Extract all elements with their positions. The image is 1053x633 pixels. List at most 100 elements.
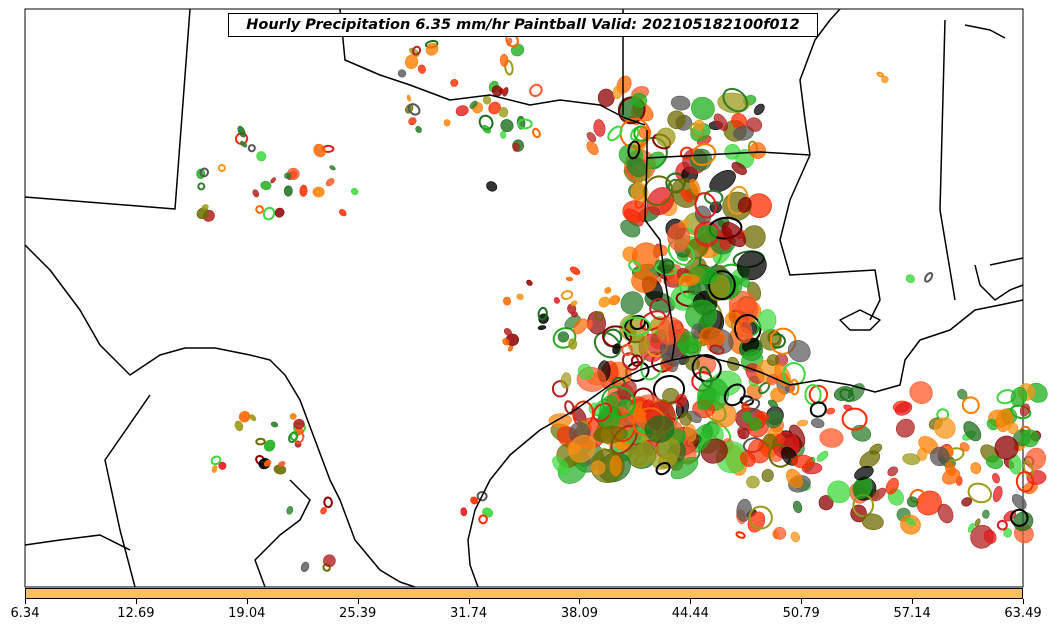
precip-cell	[406, 94, 411, 102]
precip-cell	[255, 205, 264, 214]
precip-cell	[502, 338, 510, 346]
precip-cell	[992, 485, 1003, 503]
precip-cell	[713, 113, 729, 131]
precip-cell	[557, 331, 570, 343]
precip-cell	[660, 259, 675, 272]
precip-cell	[260, 180, 272, 191]
precip-cell	[621, 343, 634, 357]
precip-cell	[397, 69, 407, 78]
precip-cell	[697, 224, 718, 243]
precip-cell	[570, 300, 578, 307]
precip-cell	[905, 517, 916, 526]
precip-cell	[240, 140, 248, 148]
colorbar-tick-label: 25.39	[339, 606, 377, 621]
precip-cell	[655, 461, 671, 476]
precip-cell	[930, 446, 950, 467]
precip-cell	[443, 119, 451, 127]
precip-cell	[1011, 494, 1027, 510]
precip-cell	[283, 185, 293, 197]
precip-cell	[796, 419, 809, 427]
precip-cell	[748, 505, 773, 530]
precip-cell	[199, 167, 210, 178]
precip-cell	[833, 386, 854, 401]
precip-cell	[670, 95, 691, 111]
precip-cell	[697, 387, 717, 411]
precip-cell	[628, 260, 641, 272]
precip-cell	[885, 477, 899, 495]
precip-cell	[748, 417, 762, 431]
precip-cell	[1019, 403, 1031, 417]
colorbar-tick-label: 31.74	[449, 606, 488, 621]
precip-cell	[217, 164, 226, 172]
precip-cell	[407, 103, 421, 116]
precip-cell	[763, 433, 778, 448]
precip-cell	[503, 328, 512, 336]
precip-cell	[740, 451, 756, 467]
precip-cell	[560, 290, 574, 300]
precip-cell	[630, 354, 643, 367]
precip-cell	[933, 417, 956, 439]
precip-cell	[537, 306, 548, 321]
precip-cell	[498, 106, 509, 118]
precip-cell	[470, 496, 479, 505]
precip-cell	[753, 103, 765, 116]
precip-cell	[740, 277, 751, 288]
precip-cell	[425, 42, 439, 56]
precip-cell	[218, 461, 227, 470]
precip-cell	[626, 157, 647, 177]
precip-cell	[974, 518, 981, 527]
precip-cell	[816, 450, 829, 462]
precip-cell	[649, 297, 671, 321]
colorbar-tick-label: 63.49	[1004, 606, 1042, 621]
precip-cell	[967, 482, 993, 504]
precipitation-blobs	[196, 33, 1048, 573]
precip-cell	[895, 418, 915, 438]
precip-cell	[1007, 422, 1019, 434]
precip-cell	[586, 132, 597, 143]
precip-cell	[486, 181, 498, 192]
precip-cell	[909, 381, 933, 404]
precip-cell	[516, 293, 524, 300]
precip-cell	[196, 207, 210, 220]
precip-cell	[746, 475, 760, 489]
precip-cell	[529, 83, 543, 97]
precip-cell	[731, 162, 747, 175]
precip-cell	[408, 117, 417, 126]
precip-cell	[622, 316, 651, 337]
precip-cell	[723, 383, 746, 407]
precip-cell	[995, 408, 1013, 432]
precip-cell	[895, 401, 913, 416]
precip-cell	[289, 432, 299, 442]
precip-cell	[553, 297, 560, 304]
precip-cell	[537, 325, 547, 330]
precip-cell	[405, 54, 419, 70]
precip-cell	[299, 184, 308, 197]
precip-cell	[300, 561, 310, 573]
precip-cell	[721, 221, 746, 248]
colorbar-tick	[579, 599, 581, 604]
precip-cell	[627, 140, 641, 160]
precip-cell	[994, 435, 1019, 460]
precip-cell	[552, 456, 570, 475]
precip-cell	[786, 468, 803, 489]
precip-cell	[482, 95, 492, 105]
colorbar	[25, 588, 1023, 599]
precip-cell	[565, 276, 574, 282]
precip-cell	[560, 372, 572, 389]
precip-cell	[604, 287, 612, 294]
precip-cell	[924, 271, 934, 283]
precip-cell	[247, 144, 256, 153]
precip-cell	[548, 413, 572, 428]
colorbar-tick	[801, 599, 803, 604]
precip-cell	[293, 418, 305, 430]
precip-cell	[996, 519, 1008, 531]
precip-cell	[761, 468, 774, 483]
precip-cell	[902, 453, 921, 465]
precip-cell	[491, 85, 503, 97]
precip-cell	[551, 380, 569, 398]
precip-cell	[699, 327, 726, 347]
precip-cell	[667, 223, 691, 252]
precip-cell	[869, 443, 883, 455]
precip-cell	[586, 319, 593, 330]
precip-cell	[612, 343, 621, 355]
